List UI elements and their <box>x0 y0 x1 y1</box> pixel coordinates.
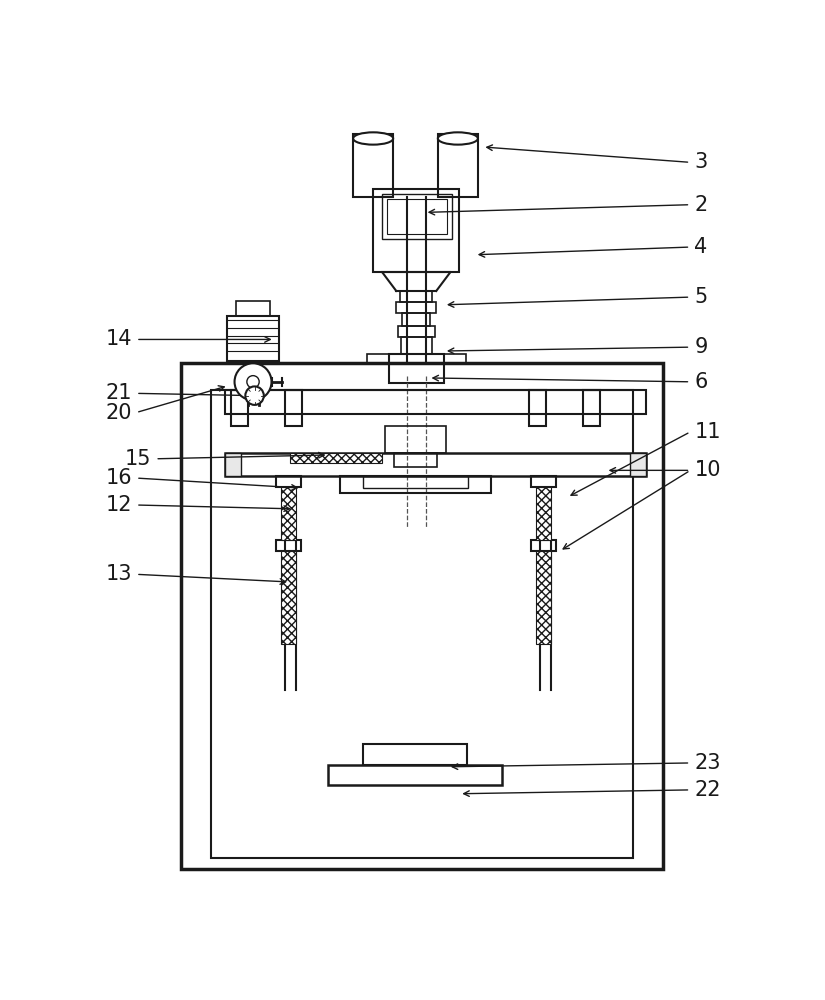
Text: 13: 13 <box>106 564 132 584</box>
Bar <box>231 389 248 426</box>
Bar <box>211 389 634 858</box>
Bar <box>384 426 446 453</box>
Bar <box>382 194 452 239</box>
Bar <box>403 312 430 326</box>
Bar <box>535 551 551 644</box>
Ellipse shape <box>438 132 478 145</box>
Text: 9: 9 <box>695 337 708 357</box>
Bar <box>394 453 437 466</box>
Circle shape <box>245 386 264 405</box>
Text: 4: 4 <box>695 237 708 257</box>
Bar <box>224 453 242 476</box>
Text: 6: 6 <box>695 372 708 392</box>
Text: 16: 16 <box>106 468 132 488</box>
Bar <box>531 540 555 551</box>
Bar <box>530 389 546 426</box>
Text: 21: 21 <box>106 383 132 403</box>
Bar <box>227 316 279 361</box>
Bar <box>224 389 647 414</box>
Bar <box>276 476 301 487</box>
Bar <box>400 291 432 302</box>
Bar <box>280 551 296 644</box>
Text: 2: 2 <box>695 195 708 215</box>
Bar <box>285 389 302 426</box>
Circle shape <box>234 363 271 400</box>
Bar <box>535 487 551 540</box>
Bar <box>340 476 491 493</box>
Circle shape <box>247 376 259 388</box>
Text: 11: 11 <box>695 422 721 442</box>
Bar <box>276 540 301 551</box>
Text: 12: 12 <box>106 495 132 515</box>
Bar <box>629 453 647 476</box>
Bar <box>280 487 296 540</box>
Text: 22: 22 <box>695 780 721 800</box>
Bar <box>531 476 555 487</box>
Text: 20: 20 <box>106 403 132 423</box>
Bar <box>290 453 383 463</box>
Bar <box>373 189 460 272</box>
Bar <box>224 453 647 476</box>
Bar <box>389 354 444 383</box>
Bar <box>438 134 478 197</box>
Bar <box>363 744 467 765</box>
Bar <box>398 326 435 337</box>
Bar <box>236 301 270 316</box>
Text: 23: 23 <box>695 753 721 773</box>
Bar <box>181 363 662 869</box>
Text: 14: 14 <box>106 329 132 349</box>
Bar <box>583 389 601 426</box>
Bar <box>328 765 502 785</box>
Text: 10: 10 <box>695 460 721 480</box>
Text: 1: 1 <box>695 460 708 480</box>
Text: 3: 3 <box>695 152 708 172</box>
Bar <box>367 354 465 363</box>
Text: 5: 5 <box>695 287 708 307</box>
Bar <box>396 302 436 312</box>
Bar <box>353 134 394 197</box>
Bar <box>401 337 431 354</box>
Bar <box>363 476 468 488</box>
Bar <box>387 199 447 234</box>
Text: 15: 15 <box>125 449 152 469</box>
Ellipse shape <box>353 132 394 145</box>
